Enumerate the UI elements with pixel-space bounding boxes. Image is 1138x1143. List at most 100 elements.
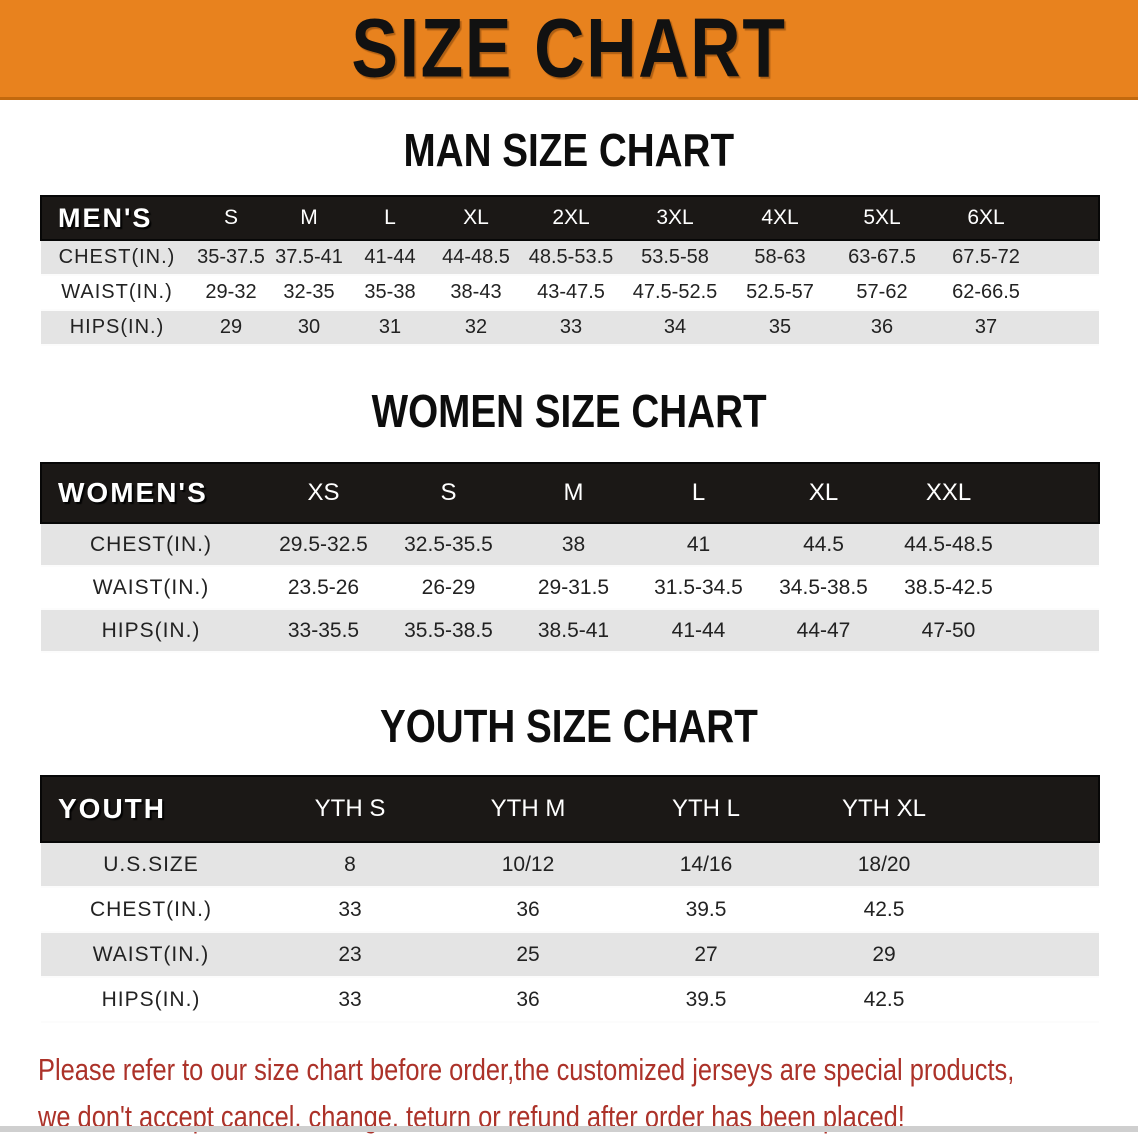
youth-table-header-row: YOUTH YTH S YTH M YTH L YTH XL [41,776,1099,842]
men-hips-row: HIPS(IN.) 29 30 31 32 33 34 35 36 37 [41,310,1099,345]
youth-size-col-header: YTH M [490,795,566,822]
disclaimer-line-1-text: Please refer to our size chart before or… [38,1052,1015,1087]
row-spacer [1011,609,1099,652]
size-cell: 44-47 [796,618,851,642]
row-spacer [973,887,1099,932]
women-size-col-header: XXL [925,479,972,506]
size-cell: 36 [870,316,894,338]
size-cell: 39.5 [685,987,727,1011]
size-cell: 26-29 [421,575,476,599]
size-cell: 47.5-52.5 [632,281,718,303]
row-spacer [1039,310,1099,345]
row-label: WAIST(IN.) [92,942,210,966]
row-label: CHEST(IN.) [90,532,212,556]
youth-size-table: YOUTH YTH S YTH M YTH L YTH XL U.S.SIZE … [40,775,1100,1023]
row-label: U.S.SIZE [103,852,199,876]
size-cell: 67.5-72 [952,246,1020,268]
size-cell: 53.5-58 [641,246,709,268]
disclaimer-line-1: Please refer to our size chart before or… [38,1049,1138,1096]
disclaimer: Please refer to our size chart before or… [38,1049,1138,1143]
women-size-col-header: L [691,479,706,506]
size-cell: 42.5 [863,987,905,1011]
size-cell: 44.5-48.5 [904,532,993,556]
size-cell: 27 [694,942,718,966]
size-cell: 43-47.5 [537,281,605,303]
men-size-col-header: M [300,206,318,229]
size-cell: 52.5-57 [746,281,814,303]
row-spacer [973,932,1099,977]
size-cell: 44-48.5 [442,246,510,268]
men-size-col-header: L [384,206,396,229]
size-cell: 31.5-34.5 [654,575,743,599]
size-cell: 36 [516,897,540,921]
size-cell: 33-35.5 [287,618,360,642]
size-cell: 47-50 [921,618,976,642]
size-cell: 33 [559,316,583,338]
size-cell: 8 [344,852,356,876]
size-cell: 58-63 [754,246,806,268]
women-header-spacer [1011,463,1099,523]
men-table-corner-label: MEN'S [58,202,153,233]
size-cell: 23.5-26 [287,575,360,599]
size-cell: 48.5-53.5 [528,246,614,268]
men-section-heading: MAN SIZE CHART [0,127,1138,173]
men-size-col-header: S [223,206,238,229]
men-table-header-row: MEN'S S M L XL 2XL 3XL 4XL 5XL 6XL [41,196,1099,240]
row-spacer [1011,566,1099,609]
banner-title: SIZE CHART [351,1,787,95]
size-cell: 42.5 [863,897,905,921]
row-label: HIPS(IN.) [69,316,165,338]
women-size-col-header: S [440,479,457,506]
size-cell: 44.5 [803,532,844,556]
youth-hips-row: HIPS(IN.) 33 36 39.5 42.5 [41,977,1099,1022]
size-cell: 23 [338,942,362,966]
size-cell: 63-67.5 [848,246,916,268]
men-size-col-header: XL [463,206,489,229]
men-chest-row: CHEST(IN.) 35-37.5 37.5-41 41-44 44-48.5… [41,240,1099,275]
size-cell: 35-37.5 [197,246,265,268]
size-cell: 37 [974,316,998,338]
size-cell: 38-43 [450,281,502,303]
size-cell: 32-35 [283,281,335,303]
row-label: CHEST(IN.) [58,246,176,268]
men-size-col-header: 6XL [967,206,1005,229]
youth-header-spacer [973,776,1099,842]
youth-section-heading: YOUTH SIZE CHART [0,703,1138,749]
women-waist-row: WAIST(IN.) 23.5-26 26-29 29-31.5 31.5-34… [41,566,1099,609]
men-size-col-header: 3XL [656,206,694,229]
size-cell: 29-31.5 [537,575,610,599]
women-section-heading: WOMEN SIZE CHART [0,388,1138,434]
page-bottom-edge [0,1126,1138,1132]
size-cell: 62-66.5 [952,281,1020,303]
size-cell: 41-44 [671,618,726,642]
size-cell: 35 [768,316,792,338]
size-cell: 14/16 [679,852,733,876]
row-label: HIPS(IN.) [101,987,201,1011]
men-section-heading-text: MAN SIZE CHART [403,124,735,176]
men-size-col-header: 2XL [552,206,590,229]
size-cell: 33 [338,897,362,921]
row-spacer [973,977,1099,1022]
size-cell: 35-38 [364,281,416,303]
men-header-spacer [1039,196,1099,240]
youth-size-col-header: YTH L [671,795,740,822]
row-label: CHEST(IN.) [90,897,212,921]
size-cell: 32.5-35.5 [404,532,493,556]
size-cell: 25 [516,942,540,966]
youth-ussize-row: U.S.SIZE 8 10/12 14/16 18/20 [41,842,1099,887]
youth-section-heading-text: YOUTH SIZE CHART [380,700,758,752]
youth-waist-row: WAIST(IN.) 23 25 27 29 [41,932,1099,977]
row-spacer [1039,240,1099,275]
size-chart-banner: SIZE CHART [0,0,1138,100]
row-spacer [1011,523,1099,566]
men-size-col-header: 5XL [863,206,901,229]
youth-chest-row: CHEST(IN.) 33 36 39.5 42.5 [41,887,1099,932]
size-cell: 10/12 [501,852,555,876]
youth-table-corner-label: YOUTH [58,793,166,824]
size-cell: 31 [378,316,402,338]
size-cell: 29.5-32.5 [279,532,368,556]
size-cell: 38.5-42.5 [904,575,993,599]
size-cell: 33 [338,987,362,1011]
size-cell: 29 [872,942,896,966]
